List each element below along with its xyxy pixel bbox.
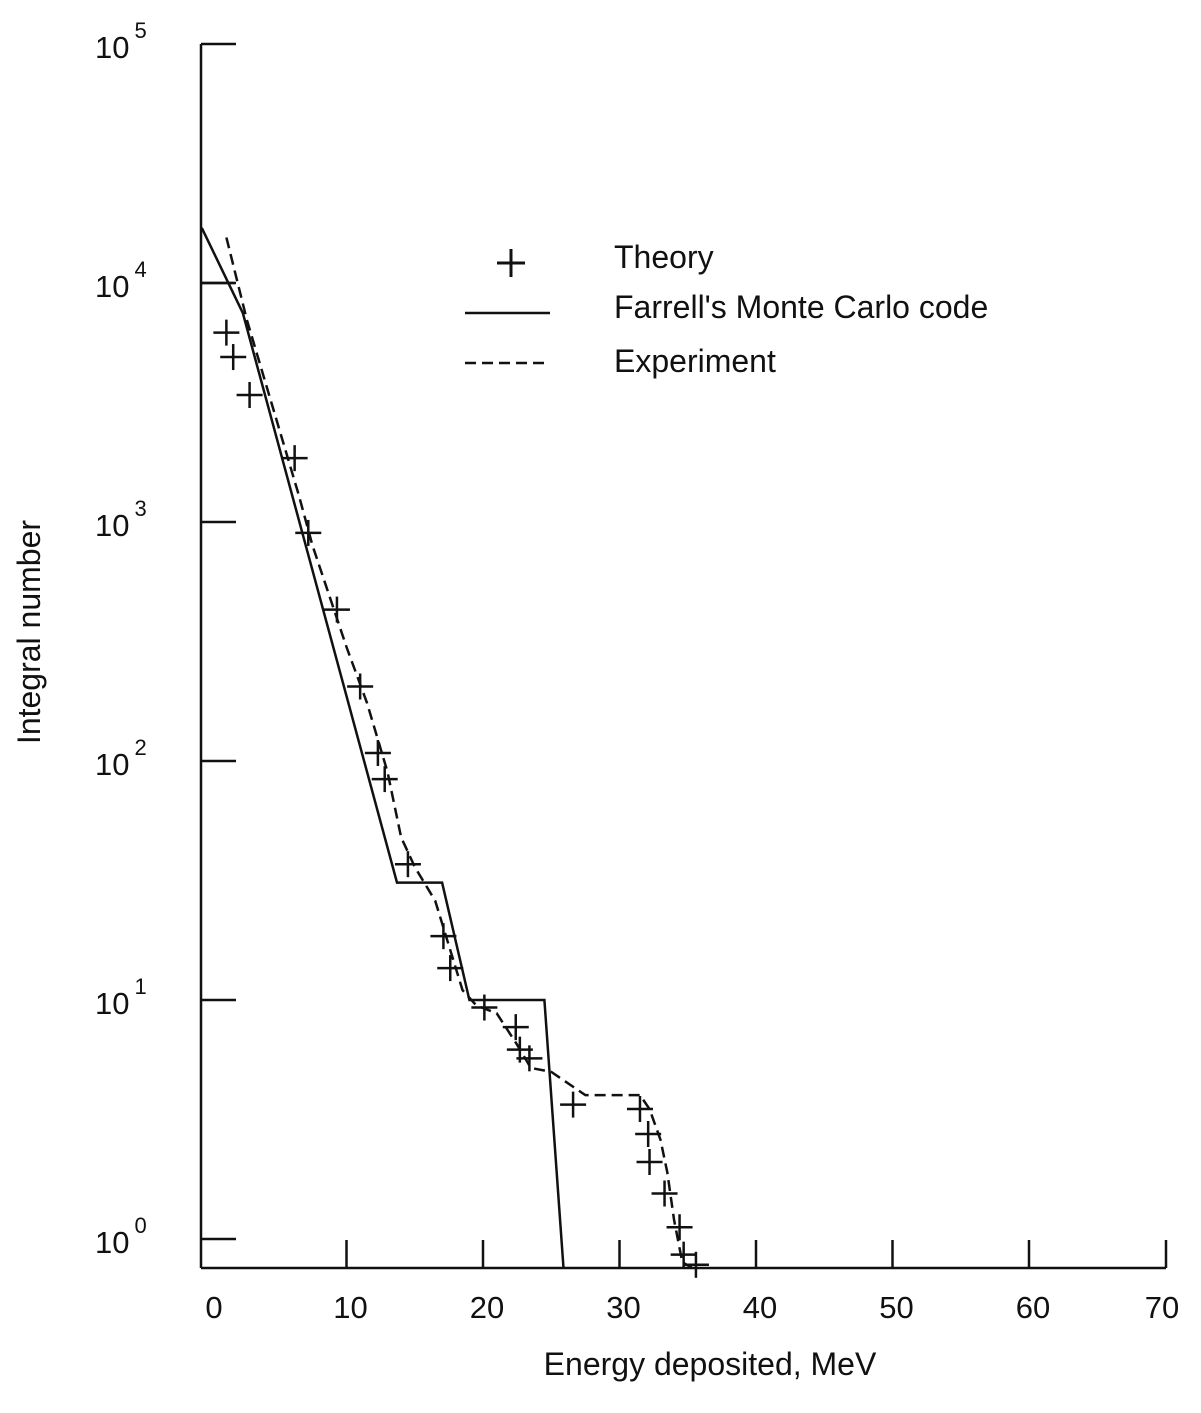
legend-marker-theory xyxy=(497,249,525,277)
legend-label-monte-carlo: Farrell's Monte Carlo code xyxy=(614,289,988,325)
line-experiment xyxy=(225,237,693,1269)
y-tick-label-2: 10 2 xyxy=(95,735,147,782)
legend-label-theory: Theory xyxy=(614,239,714,275)
x-axis-ticks: 0 10 20 30 40 50 60 70 xyxy=(205,1240,1179,1325)
marker-theory-11 xyxy=(437,955,464,982)
line-farrell-s-monte-carlo-code xyxy=(200,227,565,1269)
y-tick-label-1: 10 1 xyxy=(95,974,147,1021)
x-tick-label-3: 30 xyxy=(606,1290,640,1325)
legend-label-experiment: Experiment xyxy=(614,343,776,379)
plot-frame xyxy=(199,44,1166,1270)
x-tick-label-4: 40 xyxy=(743,1290,777,1325)
legend: Theory Farrell's Monte Carlo code Experi… xyxy=(465,239,988,379)
y-tick-label-5: 10 5 xyxy=(95,18,147,65)
x-tick-label-0: 0 xyxy=(205,1290,222,1325)
x-tick-label-6: 60 xyxy=(1016,1290,1050,1325)
y-tick-label-4: 10 4 xyxy=(95,257,147,304)
x-axis-label: Energy deposited, MeV xyxy=(544,1346,877,1382)
x-tick-label-5: 50 xyxy=(879,1290,913,1325)
x-tick-label-7: 70 xyxy=(1145,1290,1179,1325)
marker-theory-9 xyxy=(394,851,421,878)
marker-theory-21 xyxy=(666,1214,693,1241)
marker-theory-19 xyxy=(636,1148,663,1175)
marker-theory-2 xyxy=(236,381,263,408)
marker-theory-7 xyxy=(364,740,391,767)
y-tick-label-3: 10 3 xyxy=(95,496,147,543)
marker-theory-18 xyxy=(635,1120,662,1147)
marker-theory-8 xyxy=(371,766,398,793)
y-axis-label: Integral number xyxy=(11,520,47,744)
x-tick-label-1: 10 xyxy=(333,1290,367,1325)
marker-theory-16 xyxy=(560,1091,587,1118)
series-layer xyxy=(200,227,709,1278)
marker-theory-3 xyxy=(281,445,308,472)
x-tick-label-2: 20 xyxy=(470,1290,504,1325)
marker-theory-1 xyxy=(220,344,247,371)
marker-theory-20 xyxy=(651,1180,678,1207)
marker-theory-0 xyxy=(213,319,240,346)
y-tick-label-0: 10 0 xyxy=(95,1213,147,1260)
marker-theory-15 xyxy=(516,1045,543,1072)
marker-theory-10 xyxy=(430,923,457,950)
